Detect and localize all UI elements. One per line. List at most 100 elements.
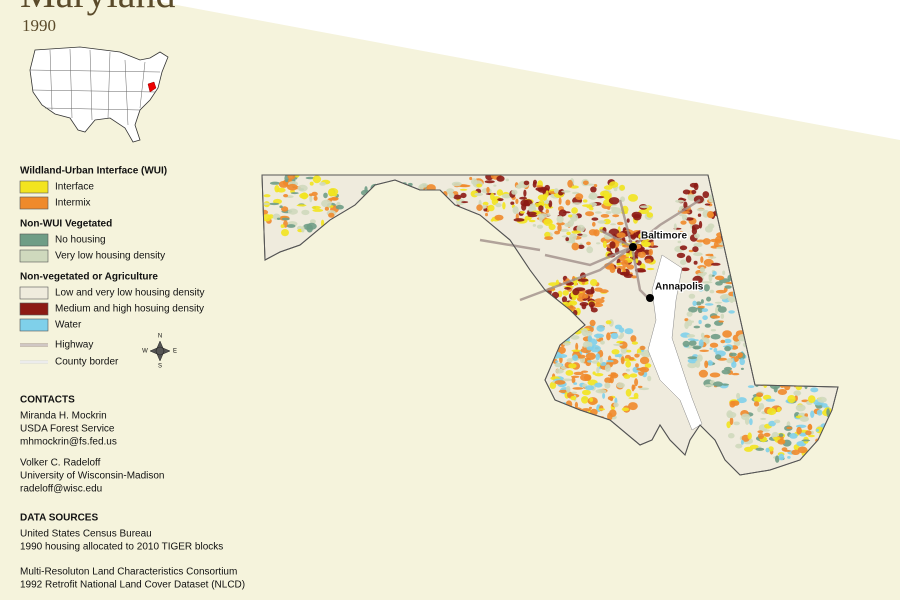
land-cover-patch xyxy=(622,259,629,268)
land-cover-patch xyxy=(565,370,574,376)
land-cover-patch xyxy=(628,402,638,411)
land-cover-patch xyxy=(287,175,296,180)
land-cover-patch xyxy=(593,333,605,338)
legend-section-title: Non-WUI Vegetated xyxy=(20,219,112,230)
land-cover-patch xyxy=(616,232,626,238)
land-cover-patch xyxy=(555,368,564,374)
land-cover-patch xyxy=(679,245,688,251)
land-cover-patch xyxy=(628,357,635,361)
land-cover-patch xyxy=(312,175,322,184)
land-cover-patch xyxy=(807,395,816,403)
compass-s: S xyxy=(158,364,162,370)
land-cover-patch xyxy=(696,354,703,362)
land-cover-patch xyxy=(684,321,689,330)
legend-label: County border xyxy=(55,357,119,368)
land-cover-patch xyxy=(608,197,620,205)
land-cover-patch xyxy=(490,192,495,201)
land-cover-patch xyxy=(808,434,815,438)
legend-label: Water xyxy=(55,320,82,331)
land-cover-patch xyxy=(693,182,699,191)
land-cover-patch xyxy=(704,323,711,328)
land-cover-patch xyxy=(332,193,338,197)
land-cover-patch xyxy=(487,204,495,212)
land-cover-patch xyxy=(572,387,584,390)
land-cover-patch xyxy=(573,371,584,376)
land-cover-patch xyxy=(571,391,577,394)
land-cover-patch xyxy=(718,320,724,323)
legend-label: Very low housing density xyxy=(55,251,165,262)
land-cover-patch xyxy=(707,360,713,366)
land-cover-patch xyxy=(693,242,703,248)
land-cover-patch xyxy=(594,382,603,388)
land-cover-patch xyxy=(778,433,784,437)
land-cover-patch xyxy=(575,342,579,351)
legend-section-title: Non-vegetated or Agriculture xyxy=(20,272,158,283)
land-cover-patch xyxy=(611,349,620,355)
land-cover-patch xyxy=(574,287,586,292)
land-cover-patch xyxy=(300,192,308,200)
land-cover-patch xyxy=(736,392,741,400)
land-cover-patch xyxy=(776,406,781,413)
compass-n: N xyxy=(158,334,162,340)
city-label: Baltimore xyxy=(641,231,688,242)
land-cover-patch xyxy=(709,347,713,350)
land-cover-patch xyxy=(301,209,310,216)
land-cover-patch xyxy=(512,206,519,215)
land-cover-patch xyxy=(761,429,770,432)
land-cover-patch xyxy=(495,203,502,208)
land-cover-patch xyxy=(715,306,719,315)
land-cover-patch xyxy=(279,205,283,208)
land-cover-patch xyxy=(616,353,622,358)
land-cover-patch xyxy=(703,258,714,267)
land-cover-patch xyxy=(448,192,455,199)
land-cover-patch xyxy=(297,184,308,192)
land-cover-patch xyxy=(680,267,690,272)
land-cover-patch xyxy=(756,392,764,398)
land-cover-patch xyxy=(698,319,702,325)
land-cover-patch xyxy=(722,270,726,276)
land-cover-patch xyxy=(699,349,710,352)
land-cover-patch xyxy=(605,210,612,215)
land-cover-patch xyxy=(594,211,602,214)
land-cover-patch xyxy=(566,358,573,363)
land-cover-patch xyxy=(692,246,699,253)
land-cover-patch xyxy=(460,192,467,199)
land-cover-patch xyxy=(532,181,537,188)
land-cover-patch xyxy=(680,259,687,266)
land-cover-patch xyxy=(586,246,594,254)
land-cover-patch xyxy=(589,406,592,409)
land-cover-patch xyxy=(486,186,490,194)
land-cover-patch xyxy=(561,190,571,193)
land-cover-patch xyxy=(624,328,634,335)
land-cover-patch xyxy=(544,184,550,191)
land-cover-patch xyxy=(709,289,715,294)
city-label: Annapolis xyxy=(655,282,704,293)
land-cover-patch xyxy=(585,289,595,295)
land-cover-patch xyxy=(768,420,776,427)
land-cover-patch xyxy=(607,396,614,401)
land-cover-patch xyxy=(699,266,706,273)
land-cover-patch xyxy=(485,212,488,217)
land-cover-patch xyxy=(633,214,642,221)
land-cover-patch xyxy=(568,214,573,218)
land-cover-patch xyxy=(591,217,599,221)
land-cover-patch xyxy=(453,194,462,200)
land-cover-patch xyxy=(707,211,714,219)
land-cover-patch xyxy=(576,224,585,233)
land-cover-patch xyxy=(323,192,328,199)
land-cover-patch xyxy=(281,229,289,237)
land-cover-patch xyxy=(687,194,695,200)
land-cover-patch xyxy=(688,306,698,313)
land-cover-patch xyxy=(714,301,723,304)
land-cover-patch xyxy=(698,339,704,348)
land-cover-patch xyxy=(705,253,714,257)
land-cover-patch xyxy=(638,387,650,391)
land-cover-patch xyxy=(729,297,734,303)
land-cover-patch xyxy=(418,184,424,191)
land-cover-patch xyxy=(736,397,747,404)
land-cover-patch xyxy=(735,443,743,449)
land-cover-patch xyxy=(281,217,290,221)
land-cover-patch xyxy=(600,214,610,218)
land-cover-patch xyxy=(795,424,807,428)
land-cover-patch xyxy=(280,224,285,229)
